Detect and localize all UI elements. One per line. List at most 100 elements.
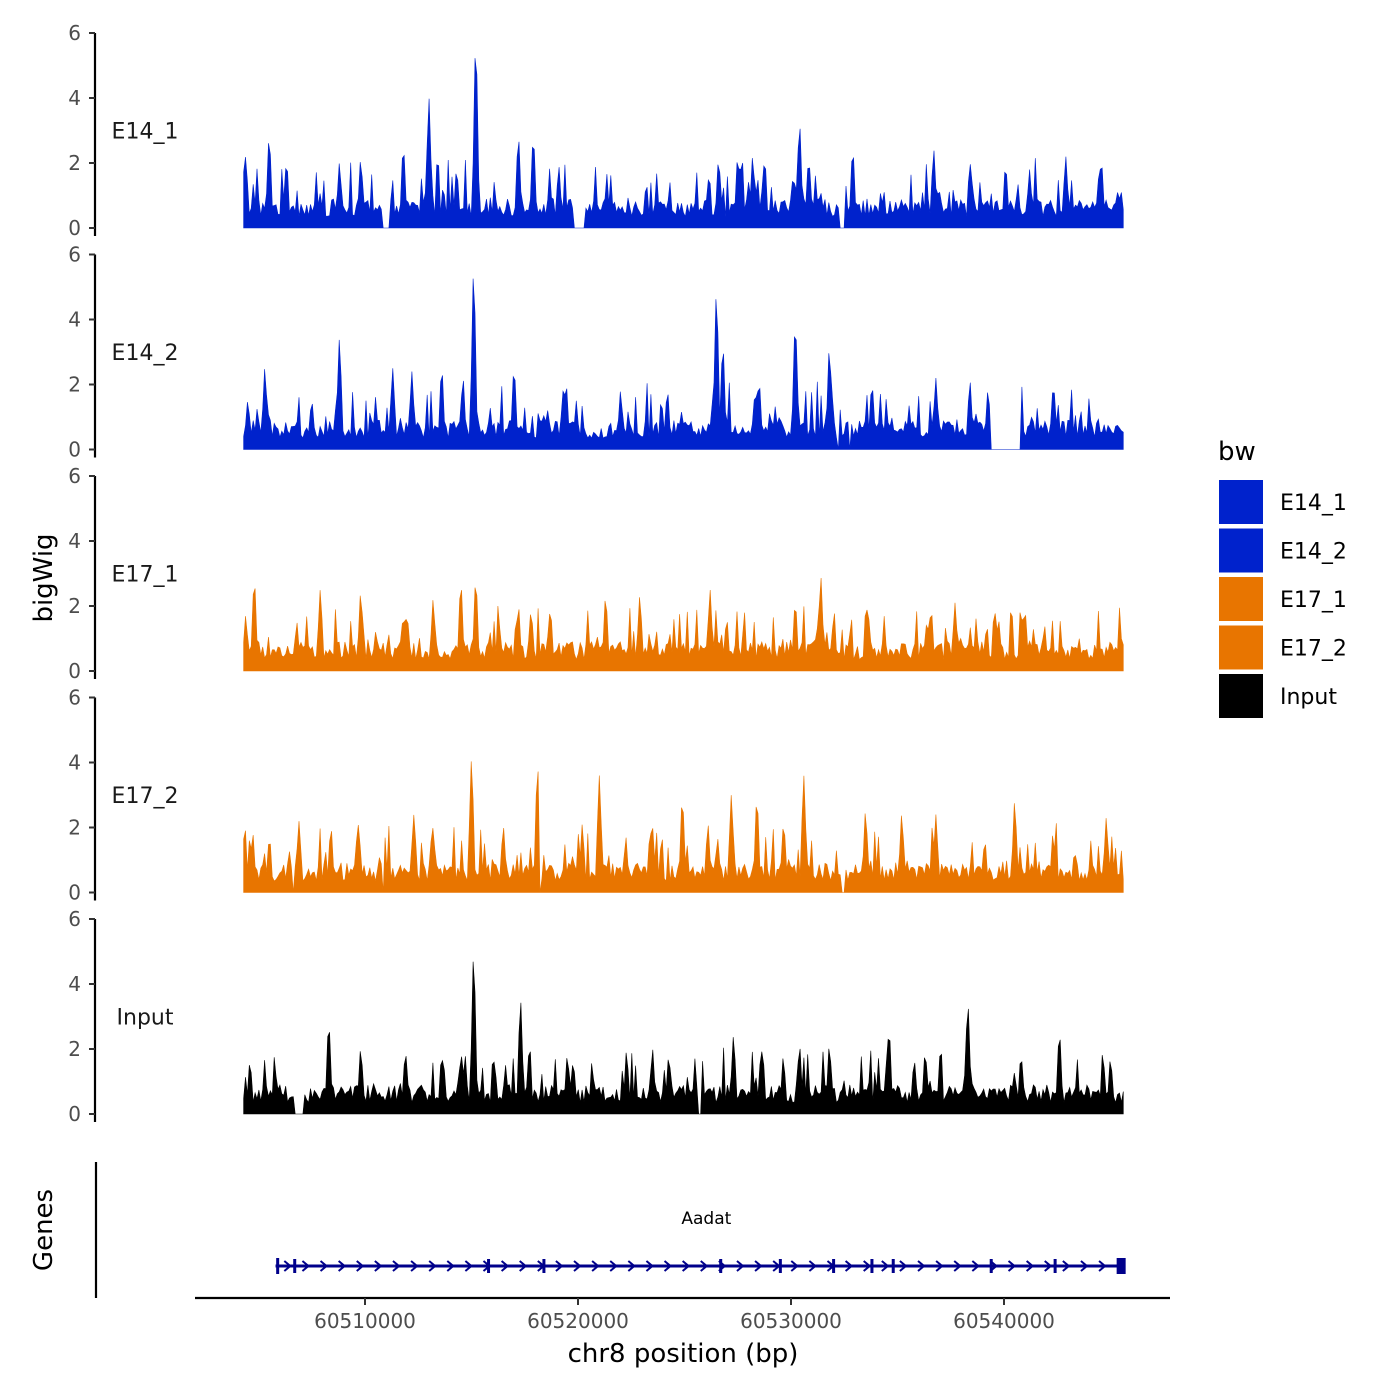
strand-arrow xyxy=(1007,1260,1017,1272)
y-tick-label: 4 xyxy=(68,86,81,110)
strand-arrow xyxy=(627,1260,636,1272)
track-label: E14_2 xyxy=(112,341,179,366)
legend-item: Input xyxy=(1217,672,1337,720)
track-e14-2: 0 2 4 6 E14_2 xyxy=(68,243,1124,462)
strand-arrow xyxy=(808,1260,817,1272)
x-tick-label: 60530000 xyxy=(740,1309,842,1333)
exon-mark xyxy=(542,1259,546,1273)
y-tick-label: 4 xyxy=(68,751,81,775)
exon-mark xyxy=(719,1259,723,1273)
y-axis-title: bigWig xyxy=(29,533,59,622)
strand-arrow xyxy=(663,1260,673,1272)
legend-label: E14_2 xyxy=(1280,540,1347,565)
y-tick-label: 2 xyxy=(68,151,81,175)
strand-arrow xyxy=(410,1260,419,1272)
coverage-tracks: 0 2 4 6 E14_1 0 2 4 6 E14_2 0 2 4 6 E17_1 0 2 4 6 E17_2 0 2 4 6… xyxy=(68,21,1124,1126)
strand-arrow xyxy=(681,1260,691,1272)
legend: bw E14_1 E14_2 E17_1 E17_2 Input xyxy=(1217,437,1347,720)
y-tick-label: 6 xyxy=(68,464,81,488)
strand-arrow xyxy=(971,1260,980,1272)
legend-label: E17_2 xyxy=(1280,637,1347,662)
exon-mark xyxy=(870,1259,874,1273)
legend-swatch xyxy=(1217,478,1265,526)
strand-arrow xyxy=(844,1260,854,1272)
track-label: Input xyxy=(117,1006,174,1031)
x-axis: 60510000 60520000 60530000 60540000 xyxy=(195,1296,1170,1333)
strand-arrow xyxy=(301,1260,310,1272)
strand-arrow xyxy=(645,1260,654,1272)
strand-arrow xyxy=(736,1260,745,1272)
y-tick-label: 6 xyxy=(68,686,81,710)
strand-arrow xyxy=(881,1260,890,1272)
strand-arrow xyxy=(899,1260,908,1272)
y-tick-label: 0 xyxy=(68,1102,81,1126)
strand-arrow xyxy=(700,1260,709,1272)
y-tick-label: 2 xyxy=(68,594,81,618)
legend-title: bw xyxy=(1218,437,1256,467)
legend-item: E14_2 xyxy=(1217,526,1347,575)
genes-track-title: Genes xyxy=(29,1189,59,1271)
strand-arrow xyxy=(1025,1260,1035,1272)
coverage-area xyxy=(243,761,1124,893)
strand-arrow xyxy=(446,1260,455,1272)
y-tick-label: 6 xyxy=(68,243,81,267)
x-tick-label: 60540000 xyxy=(953,1309,1055,1333)
strand-arrow xyxy=(337,1260,347,1272)
strand-arrow xyxy=(790,1260,799,1272)
y-tick-label: 6 xyxy=(68,907,81,931)
strand-arrow xyxy=(356,1260,365,1272)
exon-mark xyxy=(891,1259,895,1273)
strand-arrow xyxy=(917,1260,926,1272)
coverage-area xyxy=(243,961,1124,1115)
strand-arrow xyxy=(953,1260,962,1272)
track-e17-2: 0 2 4 6 E17_2 xyxy=(68,686,1124,905)
strand-arrow xyxy=(935,1260,944,1272)
legend-swatch xyxy=(1217,672,1265,720)
y-tick-label: 2 xyxy=(68,816,81,840)
strand-arrow xyxy=(863,1260,872,1272)
strand-arrow xyxy=(428,1260,437,1272)
strand-arrow xyxy=(1044,1260,1053,1272)
exon-mark xyxy=(989,1259,993,1273)
strand-arrow xyxy=(609,1260,618,1272)
track-e14-1: 0 2 4 6 E14_1 xyxy=(68,21,1124,240)
strand-arrow xyxy=(283,1260,292,1272)
strand-arrow xyxy=(464,1260,473,1272)
strand-arrow xyxy=(1080,1260,1089,1272)
exon-mark xyxy=(778,1259,782,1273)
exon-mark xyxy=(276,1258,280,1274)
legend-label: E14_1 xyxy=(1280,491,1347,516)
exon-mark xyxy=(487,1259,491,1273)
legend-swatch xyxy=(1217,623,1265,672)
y-tick-label: 0 xyxy=(68,438,81,462)
strand-arrow xyxy=(500,1260,510,1272)
legend-item: E17_1 xyxy=(1217,575,1347,623)
track-e17-1: 0 2 4 6 E17_1 xyxy=(68,464,1124,683)
track-label: E17_2 xyxy=(112,784,179,809)
coverage-area xyxy=(243,278,1124,450)
coverage-area xyxy=(243,58,1124,229)
track-label: E14_1 xyxy=(112,120,179,145)
gene-track: Aadat xyxy=(275,1209,1126,1274)
legend-item: E17_2 xyxy=(1217,623,1347,672)
strand-arrow xyxy=(573,1260,582,1272)
x-tick-label: 60520000 xyxy=(527,1309,629,1333)
legend-swatch xyxy=(1217,575,1265,623)
strand-arrow xyxy=(1062,1260,1071,1272)
y-tick-label: 6 xyxy=(68,21,81,45)
gene-label: Aadat xyxy=(681,1209,731,1229)
exon-mark xyxy=(293,1259,297,1273)
y-tick-label: 2 xyxy=(68,1037,81,1061)
y-tick-label: 0 xyxy=(68,659,81,683)
x-axis-title: chr8 position (bp) xyxy=(568,1339,799,1369)
strand-arrow xyxy=(1098,1260,1107,1272)
y-tick-label: 4 xyxy=(68,972,81,996)
strand-arrow xyxy=(555,1260,564,1272)
y-tick-label: 0 xyxy=(68,216,81,240)
strand-arrow xyxy=(374,1260,383,1272)
track-label: E17_1 xyxy=(112,563,179,588)
legend-label: E17_1 xyxy=(1280,588,1347,613)
exon-mark xyxy=(1053,1259,1057,1273)
y-tick-label: 0 xyxy=(68,881,81,905)
